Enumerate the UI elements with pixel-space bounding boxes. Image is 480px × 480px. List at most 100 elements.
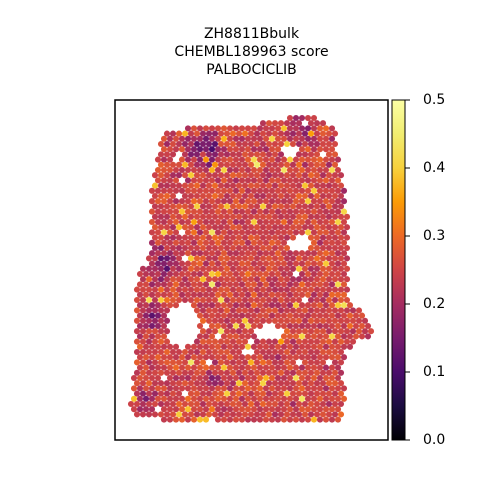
spot <box>241 182 249 189</box>
spot <box>223 265 231 272</box>
spot <box>319 161 327 168</box>
spot <box>169 192 177 200</box>
spot <box>229 307 237 314</box>
spot <box>217 328 225 335</box>
spot <box>172 146 180 153</box>
spot <box>259 338 267 345</box>
spot <box>190 260 198 267</box>
spot <box>265 296 273 304</box>
spot <box>238 312 246 319</box>
spot <box>220 125 228 132</box>
spot <box>259 380 267 387</box>
spot <box>202 218 210 226</box>
spot <box>316 364 324 371</box>
spot <box>148 198 156 205</box>
spot <box>256 135 264 142</box>
spot <box>301 130 309 137</box>
spot <box>313 338 321 345</box>
spot <box>238 395 246 402</box>
spot <box>229 411 237 418</box>
spot <box>253 276 261 283</box>
spot <box>241 296 249 304</box>
spot <box>226 312 234 319</box>
spot <box>283 380 291 387</box>
spot <box>334 416 342 423</box>
spot <box>247 369 255 376</box>
spot <box>337 296 345 304</box>
spot <box>268 250 276 257</box>
spot <box>316 322 324 330</box>
spot <box>202 187 210 194</box>
spot <box>142 291 150 298</box>
spot <box>307 400 315 408</box>
spot <box>235 182 243 189</box>
spot <box>232 239 240 246</box>
spot <box>205 276 213 283</box>
spot <box>268 146 276 153</box>
spot <box>154 250 162 257</box>
spot <box>283 130 291 137</box>
spot <box>316 385 324 392</box>
spot <box>154 218 162 226</box>
spot <box>172 177 180 184</box>
spot <box>226 177 234 184</box>
spot <box>325 400 333 408</box>
spot <box>163 224 171 231</box>
spot <box>253 307 261 314</box>
spot <box>187 161 195 168</box>
spot <box>241 130 249 137</box>
spot <box>208 364 216 371</box>
spot <box>175 161 183 168</box>
spot <box>322 146 330 153</box>
spot <box>277 317 285 324</box>
spot <box>304 208 312 215</box>
spot <box>193 359 201 366</box>
spot <box>229 286 237 293</box>
spot <box>259 276 267 283</box>
spot <box>319 120 327 127</box>
spot <box>295 213 303 220</box>
spot <box>184 270 192 278</box>
spot <box>163 213 171 220</box>
spot <box>184 218 192 226</box>
spot <box>178 187 186 194</box>
spot <box>166 218 174 226</box>
spot <box>193 255 201 262</box>
spot <box>310 125 318 132</box>
spot <box>226 218 234 226</box>
spot <box>211 244 219 252</box>
spot <box>331 411 339 418</box>
spot <box>319 265 327 272</box>
spot <box>211 234 219 241</box>
spot <box>232 395 240 402</box>
spot <box>343 244 351 252</box>
spot <box>274 312 282 319</box>
spot <box>259 255 267 262</box>
spot <box>340 333 348 340</box>
spot <box>316 270 324 278</box>
spot <box>160 135 168 142</box>
spot <box>313 255 321 262</box>
spot <box>151 328 159 335</box>
spot <box>148 354 156 361</box>
spot <box>364 333 372 340</box>
spot <box>268 406 276 413</box>
spot <box>340 260 348 267</box>
spot <box>277 338 285 345</box>
spot <box>232 385 240 392</box>
spot <box>178 354 186 361</box>
spot <box>163 369 171 376</box>
spot <box>304 354 312 361</box>
spot <box>160 239 168 246</box>
spot <box>187 213 195 220</box>
spot <box>319 380 327 387</box>
spot <box>334 374 342 382</box>
spot <box>133 369 141 376</box>
spot <box>223 140 231 148</box>
spot <box>301 400 309 408</box>
spot <box>229 224 237 231</box>
spot <box>259 244 267 252</box>
spot <box>274 229 282 236</box>
spot <box>265 182 273 189</box>
spot <box>205 224 213 231</box>
